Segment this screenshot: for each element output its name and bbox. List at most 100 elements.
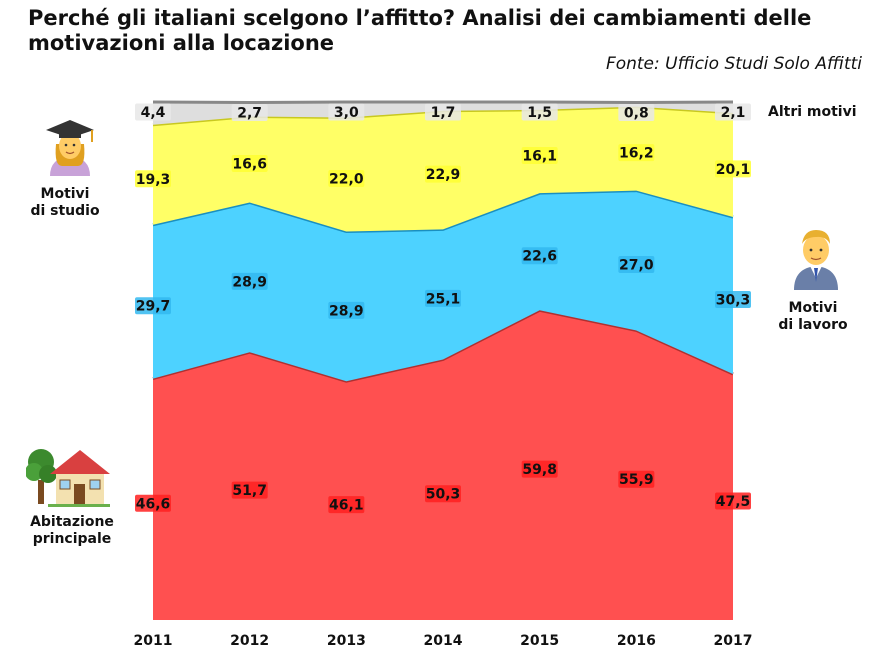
- x-tick-label-2012: 2012: [230, 633, 269, 649]
- data-label-studio-2011: 19,3: [135, 170, 171, 188]
- data-label-bg: [135, 494, 171, 512]
- data-label-altri-2015: 1,5: [521, 103, 558, 121]
- x-tick-label-2016: 2016: [617, 633, 656, 649]
- data-label-bg: [715, 103, 751, 121]
- label-motivi-lavoro: Motivi di lavoro: [758, 300, 868, 334]
- label-studio-line2: di studio: [30, 203, 100, 219]
- data-label-text: 47,5: [716, 494, 751, 510]
- data-label-bg: [618, 144, 655, 162]
- data-label-studio-2016: 16,2: [618, 144, 655, 162]
- data-label-bg: [425, 289, 461, 307]
- x-tick-label-2011: 2011: [134, 633, 173, 649]
- data-label-text: 4,4: [141, 105, 166, 121]
- data-label-lavoro-2016: 27,0: [618, 256, 655, 274]
- area-top-line-altri: [152, 100, 734, 105]
- label-altri-motivi: Altri motivi: [768, 104, 857, 120]
- x-tick-label-2015: 2015: [520, 633, 559, 649]
- data-label-text: 22,9: [426, 167, 461, 183]
- area-abitazione: [153, 310, 733, 620]
- label-lavoro-line2: di lavoro: [778, 317, 848, 333]
- data-label-bg: [425, 485, 461, 503]
- data-label-bg: [135, 297, 171, 315]
- data-label-text: 29,7: [136, 299, 171, 315]
- data-label-text: 27,0: [619, 258, 654, 274]
- data-label-lavoro-2017: 30,3: [715, 290, 751, 308]
- data-label-bg: [521, 146, 558, 164]
- data-label-altri-2013: 3,0: [328, 103, 365, 121]
- label-lavoro-line1: Motivi: [788, 300, 838, 316]
- data-label-bg: [521, 103, 558, 121]
- data-label-abitazione-2014: 50,3: [425, 485, 461, 503]
- data-label-bg: [715, 492, 751, 510]
- data-label-bg: [715, 160, 751, 178]
- data-label-altri-2014: 1,7: [425, 103, 461, 121]
- data-label-studio-2012: 16,6: [231, 154, 268, 172]
- data-label-altri-2011: 4,4: [135, 103, 171, 121]
- data-label-text: 0,8: [624, 106, 649, 122]
- data-label-lavoro-2015: 22,6: [521, 247, 558, 265]
- data-label-text: 3,0: [334, 105, 359, 121]
- data-label-abitazione-2015: 59,8: [521, 460, 558, 478]
- data-label-bg: [521, 247, 558, 265]
- data-label-abitazione-2017: 47,5: [715, 492, 751, 510]
- data-label-text: 59,8: [522, 462, 557, 478]
- label-studio-line1: Motivi: [40, 186, 90, 202]
- data-label-bg: [231, 272, 268, 290]
- data-label-lavoro-2011: 29,7: [135, 297, 171, 315]
- data-label-lavoro-2013: 28,9: [328, 301, 365, 319]
- data-label-text: 19,3: [136, 172, 171, 188]
- data-label-text: 30,3: [716, 292, 751, 308]
- data-label-bg: [231, 481, 268, 499]
- data-label-abitazione-2016: 55,9: [618, 470, 655, 488]
- data-label-altri-2012: 2,7: [231, 104, 268, 122]
- data-label-studio-2013: 22,0: [328, 170, 365, 188]
- x-tick-label-2013: 2013: [327, 633, 366, 649]
- data-label-bg: [135, 170, 171, 188]
- data-label-text: 28,9: [232, 274, 267, 290]
- label-abitazione-principale: Abitazione principale: [12, 514, 132, 548]
- data-label-text: 28,9: [329, 303, 364, 319]
- data-label-bg: [328, 103, 365, 121]
- label-abitazione-line2: principale: [32, 531, 112, 547]
- data-label-bg: [618, 470, 655, 488]
- data-label-bg: [328, 496, 365, 514]
- data-label-bg: [715, 290, 751, 308]
- data-label-lavoro-2014: 25,1: [425, 289, 461, 307]
- data-label-text: 1,5: [527, 105, 552, 121]
- data-label-abitazione-2013: 46,1: [328, 496, 365, 514]
- data-label-bg: [618, 256, 655, 274]
- data-label-text: 1,7: [431, 105, 456, 121]
- chart-source: Fonte: Ufficio Studi Solo Affitti: [605, 54, 862, 74]
- data-label-text: 22,6: [522, 249, 557, 265]
- data-label-bg: [328, 170, 365, 188]
- data-label-bg: [521, 460, 558, 478]
- data-label-text: 20,1: [716, 162, 751, 178]
- student-icon: [46, 120, 94, 176]
- data-label-abitazione-2011: 46,6: [135, 494, 171, 512]
- data-label-bg: [231, 154, 268, 172]
- data-label-studio-2015: 16,1: [521, 146, 558, 164]
- data-label-text: 51,7: [232, 483, 267, 499]
- data-label-text: 25,1: [426, 291, 461, 307]
- data-label-studio-2017: 20,1: [715, 160, 751, 178]
- x-tick-label-2017: 2017: [714, 633, 753, 649]
- data-label-text: 22,0: [329, 172, 364, 188]
- data-label-abitazione-2012: 51,7: [231, 481, 268, 499]
- area-lavoro: [153, 190, 733, 382]
- label-abitazione-line1: Abitazione: [30, 514, 114, 530]
- data-label-text: 55,9: [619, 472, 654, 488]
- x-tick-label-2014: 2014: [424, 633, 463, 649]
- data-label-bg: [231, 104, 268, 122]
- data-label-bg: [618, 104, 655, 122]
- house-with-tree-icon: [26, 449, 110, 507]
- label-motivi-studio: Motivi di studio: [10, 186, 120, 220]
- chart-title: Perché gli italiani scelgono l’affitto? …: [28, 6, 812, 55]
- data-label-text: 46,6: [136, 496, 171, 512]
- area-altri: [153, 102, 733, 125]
- data-label-bg: [425, 103, 461, 121]
- data-label-text: 50,3: [426, 487, 461, 503]
- data-label-bg: [328, 301, 365, 319]
- data-label-altri-2016: 0,8: [618, 104, 655, 122]
- data-label-text: 46,1: [329, 498, 364, 514]
